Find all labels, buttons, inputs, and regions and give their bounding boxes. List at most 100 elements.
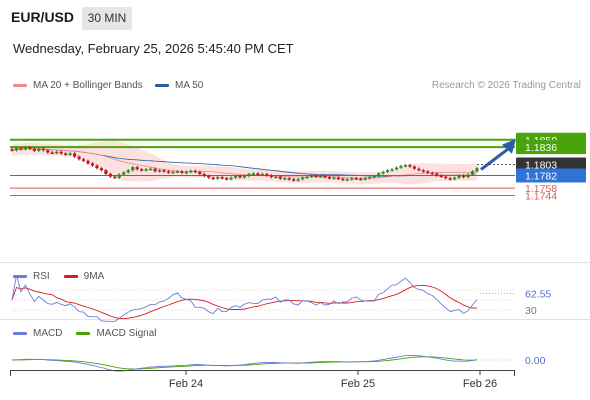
candle-body: [32, 148, 36, 151]
candle-body: [426, 171, 430, 173]
candle-body: [140, 169, 144, 171]
candle-body: [153, 168, 157, 172]
chart-datetime: Wednesday, February 25, 2026 5:45:40 PM …: [13, 41, 294, 56]
candle-body: [332, 177, 336, 180]
candle-body: [265, 173, 269, 176]
candle-body: [274, 176, 278, 179]
candle-body: [238, 176, 242, 178]
candle-body: [269, 175, 273, 178]
candle-body: [394, 167, 399, 170]
candle-body: [193, 170, 197, 173]
candle-body: [430, 172, 434, 175]
candle-body: [90, 163, 95, 166]
legend-macd: MACD MACD Signal: [13, 328, 156, 339]
candle-body: [23, 147, 28, 150]
candle-body: [368, 177, 372, 179]
timeframe-badge[interactable]: 30 MIN: [82, 7, 132, 30]
candle-body: [10, 149, 14, 151]
candle-body: [296, 179, 300, 181]
legend-ma50: MA 50: [155, 80, 203, 91]
candle-body: [412, 166, 417, 169]
candle-body: [135, 167, 139, 170]
candle-body: [327, 177, 332, 179]
level-label-4: 1.1758: [525, 183, 557, 195]
candle-body: [301, 177, 305, 180]
candle-body: [363, 178, 367, 180]
macd-signal-swatch: [76, 332, 91, 335]
candle-body: [399, 166, 403, 168]
level-label-2: 1.1803: [525, 160, 557, 172]
candle-body: [126, 170, 130, 173]
candle-body: [131, 167, 135, 171]
candle-body: [390, 169, 394, 171]
candle-body: [336, 177, 340, 180]
macd-signal-line: [11, 356, 478, 370]
candle-body: [318, 176, 323, 178]
legend-rsi-label: RSI: [33, 271, 50, 282]
rsi-last-label: 62.55: [525, 289, 551, 301]
rsi-level-label: 30: [525, 305, 537, 317]
candle-body: [403, 165, 408, 167]
candle-body: [157, 170, 162, 172]
candle-body: [381, 171, 385, 174]
candle-body: [189, 170, 193, 173]
candle-body: [175, 171, 180, 173]
candle-body: [292, 179, 296, 181]
candle-body: [260, 173, 264, 176]
candle-body: [77, 156, 81, 160]
candle-body: [19, 148, 23, 150]
candle-body: [50, 152, 54, 154]
candle-body: [421, 170, 425, 172]
ma50-swatch: [155, 84, 169, 87]
candle-body: [439, 175, 443, 178]
candle-body: [216, 177, 220, 179]
candle-body: [202, 173, 206, 177]
forecast-arrow-shaft: [480, 145, 512, 171]
rsi-swatch: [13, 275, 27, 278]
candle-body: [117, 174, 121, 178]
candle-body: [144, 169, 148, 171]
candle-body: [171, 171, 175, 174]
candle-body: [113, 176, 117, 179]
candle-body: [457, 175, 461, 178]
candle-body: [283, 178, 287, 180]
candle-body: [345, 179, 349, 181]
candle-body: [46, 150, 50, 153]
candle-body: [444, 176, 448, 179]
candle-body: [323, 176, 327, 178]
macd-last-label: 0.00: [525, 355, 546, 367]
candle-body: [41, 148, 45, 151]
candle-body: [198, 171, 202, 174]
candle-body: [207, 176, 211, 178]
level-label-1: 1.1836: [525, 142, 557, 154]
candle-body: [408, 165, 412, 167]
candle-body: [278, 176, 282, 179]
candle-body: [417, 168, 421, 171]
macd-swatch: [13, 332, 27, 335]
legend-rsi-ma-label: 9MA: [83, 271, 105, 282]
candle-body: [354, 178, 358, 180]
level-tag-1: [516, 140, 586, 155]
x-tick-label: Feb 24: [169, 378, 203, 390]
candle-body: [314, 175, 318, 178]
level-label-5: 1.1744: [525, 191, 557, 203]
candle-body: [55, 151, 59, 154]
candle-body: [72, 153, 77, 157]
legend-rsi: RSI 9MA: [13, 271, 104, 282]
candle-body: [14, 148, 19, 151]
candle-body: [305, 176, 309, 179]
candle-body: [28, 147, 32, 149]
candle-body: [149, 168, 153, 171]
candle-body: [461, 175, 466, 178]
candle-body: [385, 170, 390, 172]
candle-body: [108, 173, 112, 177]
legend-ma20: MA 20 + Bollinger Bands: [13, 80, 143, 91]
candle-body: [104, 170, 108, 174]
candles: [10, 145, 479, 182]
ma20-swatch: [13, 84, 27, 87]
candle-body: [475, 168, 479, 172]
candle-body: [99, 168, 104, 171]
candle-body: [59, 151, 63, 154]
